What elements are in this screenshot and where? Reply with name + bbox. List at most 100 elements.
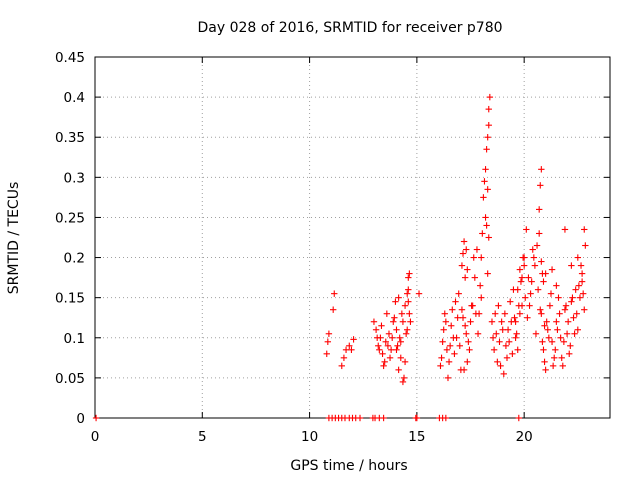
data-point xyxy=(479,230,486,237)
data-point xyxy=(542,366,549,374)
data-point xyxy=(579,290,587,297)
data-point xyxy=(394,342,401,349)
x-tick-label: 5 xyxy=(198,429,207,445)
data-point xyxy=(535,206,543,213)
data-point xyxy=(537,306,544,313)
data-point xyxy=(554,326,561,333)
data-point xyxy=(578,270,586,277)
data-point xyxy=(456,342,463,349)
data-point xyxy=(578,278,586,285)
data-point xyxy=(571,330,578,337)
data-point xyxy=(484,270,491,277)
data-point xyxy=(486,93,494,101)
data-point xyxy=(503,354,511,362)
data-point xyxy=(398,310,406,317)
y-axis-title: SRMTID / TECUs xyxy=(6,182,22,295)
data-point xyxy=(568,262,575,269)
data-point xyxy=(541,322,548,329)
data-point xyxy=(484,186,491,193)
data-point xyxy=(518,302,526,309)
data-point xyxy=(517,278,525,285)
data-point xyxy=(380,414,387,422)
data-point xyxy=(560,338,568,345)
data-point xyxy=(582,242,589,249)
data-point xyxy=(380,362,387,370)
data-point xyxy=(540,278,547,285)
data-point xyxy=(449,306,456,313)
x-axis-title: GPS time / hours xyxy=(290,458,407,474)
data-point xyxy=(478,254,485,261)
data-point xyxy=(379,350,386,358)
data-point xyxy=(527,290,534,297)
data-point xyxy=(407,318,414,325)
data-point xyxy=(383,310,391,317)
data-point xyxy=(549,362,557,370)
y-tick-label: 0.15 xyxy=(55,291,85,307)
data-point xyxy=(461,322,469,329)
data-point xyxy=(393,326,400,333)
data-point xyxy=(472,310,480,317)
data-point xyxy=(461,274,469,281)
data-point xyxy=(538,166,545,173)
data-point xyxy=(415,290,423,297)
data-point xyxy=(520,254,528,261)
data-point xyxy=(548,338,556,345)
data-point xyxy=(373,334,381,341)
data-point xyxy=(570,314,577,321)
data-point xyxy=(577,262,585,269)
data-point xyxy=(463,330,470,337)
data-point xyxy=(463,246,470,253)
data-point xyxy=(502,342,510,349)
data-point xyxy=(543,318,550,325)
data-point xyxy=(581,226,588,233)
data-point xyxy=(574,254,582,261)
data-point xyxy=(471,274,479,281)
data-point xyxy=(404,326,411,333)
data-point xyxy=(509,350,516,358)
data-point xyxy=(514,286,521,293)
data-point xyxy=(530,254,538,261)
data-point xyxy=(390,318,397,325)
data-point xyxy=(405,298,412,305)
data-point xyxy=(516,266,524,273)
data-point xyxy=(464,358,471,366)
data-point xyxy=(561,226,569,233)
data-point xyxy=(546,302,554,309)
data-point xyxy=(532,330,540,337)
y-tick-label: 0.4 xyxy=(64,90,85,106)
y-tick-label: 0.35 xyxy=(55,130,85,146)
data-point xyxy=(482,166,489,173)
data-point xyxy=(468,302,475,309)
data-point xyxy=(397,338,404,345)
data-point xyxy=(515,414,523,422)
data-point xyxy=(526,302,533,309)
data-point xyxy=(323,350,330,358)
data-point xyxy=(533,242,541,249)
data-point xyxy=(405,274,412,281)
data-point xyxy=(523,226,530,233)
grid-lines xyxy=(95,57,610,418)
data-point xyxy=(520,262,528,269)
data-point xyxy=(465,338,472,345)
data-point xyxy=(401,358,409,366)
data-point xyxy=(524,314,531,321)
data-point xyxy=(404,290,411,297)
data-point xyxy=(563,330,571,337)
data-point xyxy=(348,346,355,354)
data-point xyxy=(499,326,506,333)
y-tick-label: 0.2 xyxy=(64,251,85,267)
data-point xyxy=(531,262,539,269)
data-point xyxy=(481,178,488,185)
data-point xyxy=(553,282,560,289)
data-point xyxy=(537,182,544,189)
data-point xyxy=(516,310,524,317)
data-point xyxy=(378,322,385,329)
data-point xyxy=(384,342,392,349)
data-point xyxy=(489,334,497,341)
data-point xyxy=(338,362,345,370)
data-point xyxy=(413,414,421,422)
data-point xyxy=(483,146,490,153)
data-point xyxy=(459,314,467,321)
